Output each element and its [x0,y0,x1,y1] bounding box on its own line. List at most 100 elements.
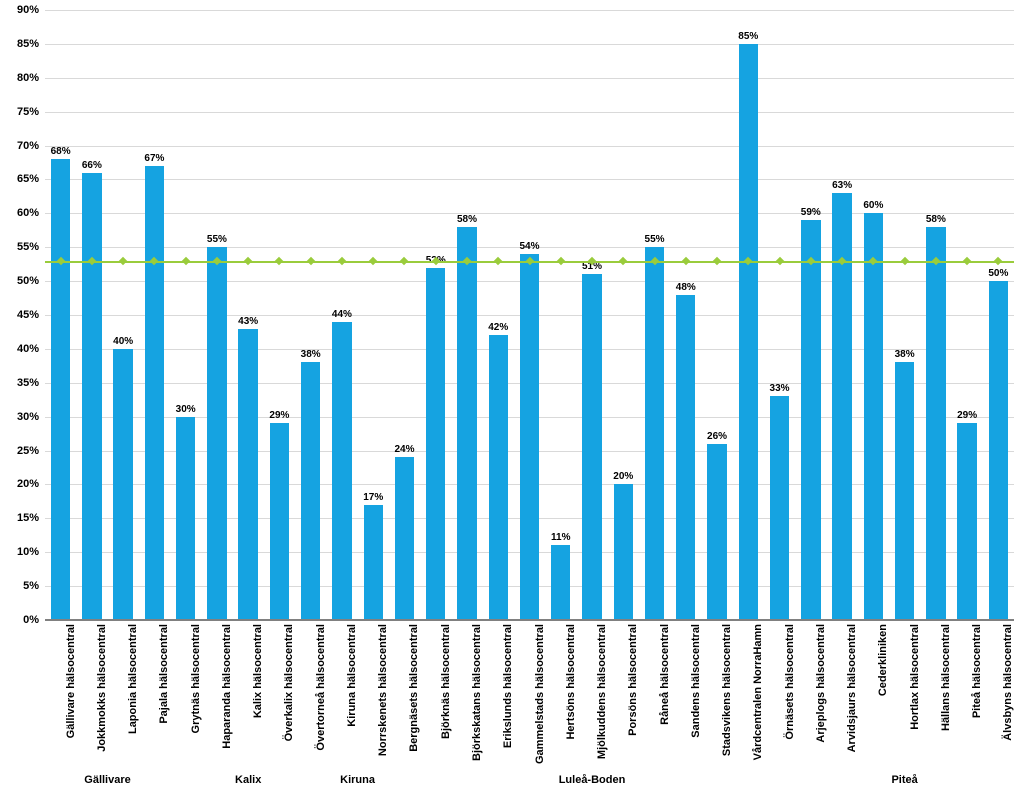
bar-value-label: 67% [144,153,164,164]
x-tick-label: Övertorneå hälsocentral [315,624,327,751]
bar: 67% [145,166,164,620]
y-tick-label: 50% [17,275,45,287]
x-tick-label: Björkskatans hälsocentral [471,624,483,761]
bar-value-label: 60% [863,200,883,211]
x-tick-label: Kalix hälsocentral [252,624,264,718]
bar-value-label: 54% [519,241,539,252]
x-tick-label: Arvidsjaurs hälsocentral [846,624,858,752]
bar-value-label: 63% [832,180,852,191]
x-tick-label: Cederkliniken [877,624,889,696]
bar-value-label: 44% [332,309,352,320]
bar: 38% [301,362,320,620]
bars-layer: 68% 66% 40% 67% 30% 55% 43% 29% 38% 44% 17% 24% 52% 5… [45,10,1014,620]
x-tick-label: Överkalix hälsocentral [283,624,295,741]
x-tick-label: Sandens hälsocentral [690,624,702,738]
x-tick-label: Erikslunds hälsocentral [502,624,514,748]
bar: 44% [332,322,351,620]
x-tick-label: Stadsvikens hälsocentral [721,624,733,756]
x-tick-label: Porsöns hälsocentral [627,624,639,736]
y-tick-label: 25% [17,445,45,457]
bar: 29% [957,423,976,620]
bar: 43% [238,329,257,620]
bar-value-label: 66% [82,160,102,171]
bar: 58% [457,227,476,620]
bar-value-label: 29% [269,410,289,421]
bar-value-label: 43% [238,316,258,327]
x-axis-labels: Gällivare hälsocentral Jokkmokks hälsocen… [45,620,1014,790]
bar: 33% [770,396,789,620]
bar: 59% [801,220,820,620]
bar-value-label: 11% [551,532,570,543]
bar: 85% [739,44,758,620]
bar: 66% [82,173,101,620]
bar: 54% [520,254,539,620]
bar-value-label: 24% [394,444,414,455]
bar-value-label: 50% [988,268,1008,279]
bar: 24% [395,457,414,620]
bar: 52% [426,268,445,620]
bar-value-label: 30% [176,404,196,415]
y-tick-label: 40% [17,343,45,355]
y-tick-label: 30% [17,411,45,423]
bar-value-label: 59% [801,207,821,218]
x-group-label: Kalix [235,774,261,786]
x-tick-label: Hertsöns hälsocentral [565,624,577,740]
y-tick-label: 55% [17,241,45,253]
x-tick-label: Norrskenets hälsocentral [377,624,389,756]
y-tick-label: 65% [17,173,45,185]
x-tick-label: Örnäsets hälsocentral [784,624,796,740]
y-tick-label: 85% [17,38,45,50]
bar: 58% [926,227,945,620]
x-tick-label: Bergnäsets hälsocentral [408,624,420,752]
bar-value-label: 42% [488,322,508,333]
bar: 17% [364,505,383,620]
chart-container: 68% 66% 40% 67% 30% 55% 43% 29% 38% 44% 17% 24% 52% 5… [0,0,1024,790]
y-tick-label: 35% [17,377,45,389]
bar: 40% [113,349,132,620]
x-tick-label: Gammelstads hälsocentral [534,624,546,764]
y-tick-label: 70% [17,140,45,152]
bar-value-label: 40% [113,336,133,347]
bar-value-label: 68% [51,146,71,157]
x-group-label: Piteå [891,774,917,786]
x-tick-label: Arjeplogs hälsocentral [815,624,827,743]
bar-value-label: 20% [613,471,633,482]
y-tick-label: 45% [17,309,45,321]
bar: 51% [582,274,601,620]
x-tick-label: Piteå hälsocentral [971,624,983,718]
x-tick-label: Mjölkuddens hälsocentral [596,624,608,759]
x-tick-label: Älvsbyns hälsocentral [1002,624,1014,741]
bar: 42% [489,335,508,620]
y-tick-label: 5% [23,580,45,592]
bar-value-label: 55% [207,234,227,245]
x-tick-label: Haparanda hälsocentral [221,624,233,749]
x-tick-label: Hortlax hälsocentral [909,624,921,730]
x-tick-label: Grytnäs hälsocentral [190,624,202,733]
bar-value-label: 38% [301,349,321,360]
bar: 38% [895,362,914,620]
bar-value-label: 38% [895,349,915,360]
plot-area: 68% 66% 40% 67% 30% 55% 43% 29% 38% 44% 17% 24% 52% 5… [45,10,1014,620]
x-group-label: Gällivare [84,774,130,786]
y-tick-label: 0% [23,614,45,626]
bar-value-label: 85% [738,31,758,42]
bar-value-label: 55% [645,234,665,245]
y-tick-label: 75% [17,106,45,118]
bar: 60% [864,213,883,620]
bar: 48% [676,295,695,620]
bar: 29% [270,423,289,620]
bar: 11% [551,545,570,620]
bar-value-label: 58% [926,214,946,225]
x-tick-label: Gällivare hälsocentral [65,624,77,738]
x-group-label: Kiruna [340,774,375,786]
y-tick-label: 80% [17,72,45,84]
x-group-label: Luleå-Boden [559,774,626,786]
bar: 55% [207,247,226,620]
bar-value-label: 26% [707,431,727,442]
y-tick-label: 15% [17,512,45,524]
bar: 68% [51,159,70,620]
x-tick-label: Råneå hälsocentral [659,624,671,725]
bar: 20% [614,484,633,620]
x-tick-label: Vårdcentralen NorraHamn [752,624,764,760]
x-tick-label: Jokkmokks hälsocentral [96,624,108,752]
